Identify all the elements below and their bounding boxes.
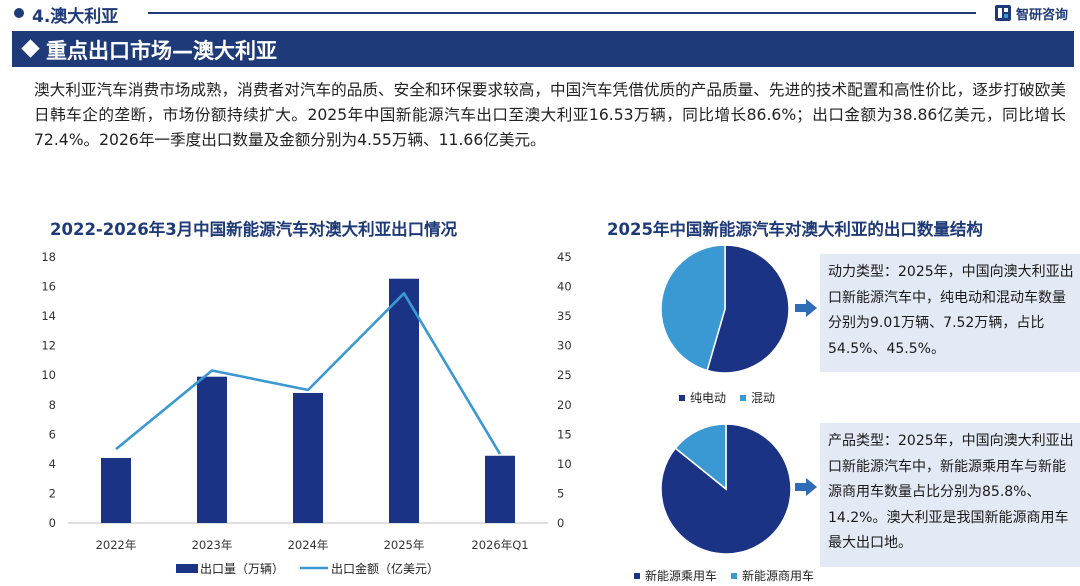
y-left-tick-label: 18 (41, 250, 56, 264)
legend-item: 新能源商用车 (731, 567, 814, 584)
legend-label: 纯电动 (690, 391, 727, 405)
y-right-tick-label: 10 (557, 457, 572, 471)
y-left-tick-label: 8 (49, 398, 56, 412)
y-right-tick-label: 35 (557, 309, 572, 323)
product-type-note: 产品类型：2025年，中国向澳大利亚出口新能源汽车中，新能源乘用车与新能源商用车… (820, 423, 1080, 567)
y-right-tick-label: 30 (557, 339, 572, 353)
legend-swatch (731, 572, 738, 579)
legend-label-volume: 出口量（万辆） (200, 562, 284, 576)
x-tick-label: 2025年 (384, 538, 425, 552)
arrow-right-icon (795, 299, 817, 317)
y-right-tick-label: 45 (557, 250, 572, 264)
intro-paragraph: 澳大利亚汽车消费市场成熟，消费者对汽车的品质、安全和环保要求较高，中国汽车凭借优… (34, 81, 1066, 149)
main-chart-title: 2022-2026年3月中国新能源汽车对澳大利亚出口情况 (50, 220, 458, 239)
arrow-right-icon (795, 478, 817, 496)
y-right-tick-label: 15 (557, 427, 572, 441)
y-left-tick-label: 16 (41, 280, 56, 294)
y-left-tick-label: 4 (49, 457, 56, 471)
legend-label: 混动 (751, 391, 776, 405)
product-type-legend: 新能源乘用车 新能源商用车 (634, 567, 828, 584)
legend-label: 新能源商用车 (742, 569, 815, 583)
legend-swatch (679, 394, 685, 401)
y-right-tick-label: 25 (557, 368, 572, 382)
section-title: 4.澳大利亚 (32, 7, 119, 27)
y-right-tick-label: 20 (557, 398, 572, 412)
x-tick-label: 2022年 (96, 538, 137, 552)
power-type-legend: 纯电动 混动 (679, 389, 789, 406)
y-left-tick-label: 10 (41, 368, 56, 382)
y-left-tick-label: 0 (49, 516, 56, 530)
legend-swatch (634, 572, 640, 579)
pie-chart-title: 2025年中国新能源汽车对澳大利亚的出口数量结构 (607, 220, 983, 239)
y-right-tick-label: 5 (557, 486, 564, 500)
brand-logo-icon (995, 5, 1011, 21)
legend-swatch (740, 394, 747, 401)
legend-label: 新能源乘用车 (645, 569, 718, 583)
legend-label-value: 出口金额（亿美元） (331, 561, 439, 576)
line-export-value (115, 291, 502, 455)
bar-export-volume (293, 392, 323, 523)
header-divider (148, 12, 976, 14)
title-banner: 重点出口市场—澳大利亚 (12, 31, 1074, 67)
diamond-icon (21, 39, 40, 58)
y-left-tick-label: 12 (41, 339, 56, 353)
y-left-tick-label: 2 (49, 486, 56, 500)
banner-title: 重点出口市场—澳大利亚 (46, 39, 277, 63)
x-tick-label: 2023年 (192, 538, 233, 552)
brand: 智研咨询 (994, 3, 1068, 23)
legend-item: 纯电动 (679, 389, 726, 406)
legend-swatch-bar (176, 564, 198, 573)
product-type-pie-chart (660, 423, 792, 555)
pie-slice (706, 244, 790, 374)
power-type-pie-chart (660, 244, 790, 374)
bar-export-volume (485, 455, 515, 523)
legend-item: 混动 (740, 389, 775, 406)
pie-slice (660, 244, 726, 372)
y-left-tick-label: 14 (41, 309, 56, 323)
y-right-tick-label: 40 (557, 280, 572, 294)
brand-name: 智研咨询 (1016, 7, 1069, 23)
y-left-tick-label: 6 (49, 427, 56, 441)
x-tick-label: 2026年Q1 (471, 538, 528, 552)
top-bar: 4.澳大利亚 智研咨询 (0, 0, 1080, 27)
pie-slice (674, 423, 727, 491)
bar-export-volume (389, 278, 419, 523)
bar-export-volume (197, 376, 227, 523)
power-type-note: 动力类型：2025年，中国向澳大利亚出口新能源汽车中，纯电动和混动车数量分别为9… (820, 254, 1080, 372)
y-right-tick-label: 0 (557, 516, 564, 530)
legend-item: 新能源乘用车 (634, 567, 717, 584)
bar-export-volume (101, 457, 131, 523)
x-tick-label: 2024年 (288, 538, 329, 552)
section-dot-icon (14, 8, 24, 18)
export-combo-chart: 0 2 4 6 8 10 12 14 16 18 0 5 10 15 20 25 30 35 40 45 2022年 20… (41, 250, 572, 576)
